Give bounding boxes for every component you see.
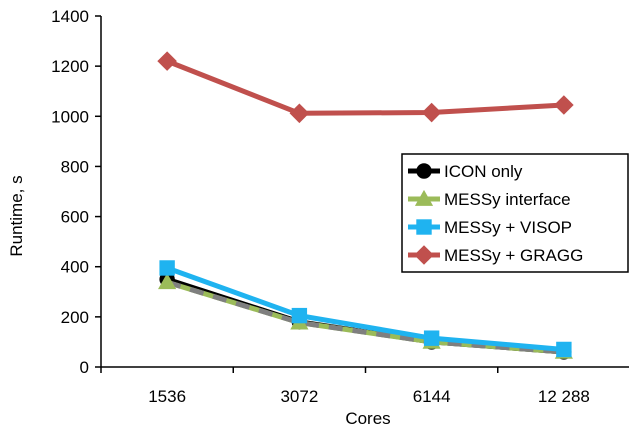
y-tick-label: 200 [61, 308, 89, 327]
data-point [158, 273, 177, 290]
y-tick-label: 600 [61, 208, 89, 227]
series-messy-gragg [157, 51, 574, 124]
legend-marker [414, 189, 434, 206]
axes: 0 200 400 600 800 1000 1200 1400 1536 3072 6144 12 … [51, 7, 629, 406]
y-tick-label: 1200 [51, 57, 89, 76]
legend-box [401, 153, 629, 273]
data-point [421, 102, 442, 123]
legend-item: MESSy + GRAGG [408, 245, 583, 265]
x-tick-label: 6144 [413, 387, 451, 406]
x-tick-label: 3072 [280, 387, 318, 406]
data-point [159, 260, 175, 276]
data-point [554, 95, 574, 115]
y-tick-label: 800 [61, 157, 89, 176]
legend-label: ICON only [444, 162, 523, 181]
legend-label: MESSy + GRAGG [444, 246, 583, 265]
y-axis-title: Runtime, s [7, 175, 26, 256]
legend-item: MESSy interface [408, 189, 571, 209]
legend-marker [416, 163, 432, 179]
y-tick-label: 1400 [51, 7, 89, 26]
legend: ICON only MESSy interface MESSy + VISOP MES… [401, 153, 629, 273]
series-line [166, 58, 565, 116]
x-tick-label: 1536 [148, 387, 186, 406]
series-line [166, 279, 565, 355]
legend-item: MESSy + VISOP [408, 218, 572, 237]
legend-label: MESSy + VISOP [444, 218, 572, 237]
legend-item: ICON only [408, 162, 523, 181]
data-point [291, 307, 308, 324]
y-tick-label: 400 [61, 258, 89, 277]
series-group [157, 51, 574, 360]
data-point [556, 341, 572, 358]
y-tick-label: 1000 [51, 107, 89, 126]
x-tick-label: 12 288 [538, 387, 590, 406]
data-point [423, 330, 440, 346]
series-messy-visop [159, 260, 572, 358]
data-point [157, 51, 177, 71]
data-point [289, 103, 310, 124]
x-axis-title: Cores [345, 409, 390, 428]
y-tick-label: 0 [80, 358, 89, 377]
legend-label: MESSy interface [444, 190, 571, 209]
legend-marker [416, 219, 432, 235]
legend-marker [414, 245, 434, 265]
series-line-dash [166, 279, 565, 355]
series-line [166, 265, 565, 352]
